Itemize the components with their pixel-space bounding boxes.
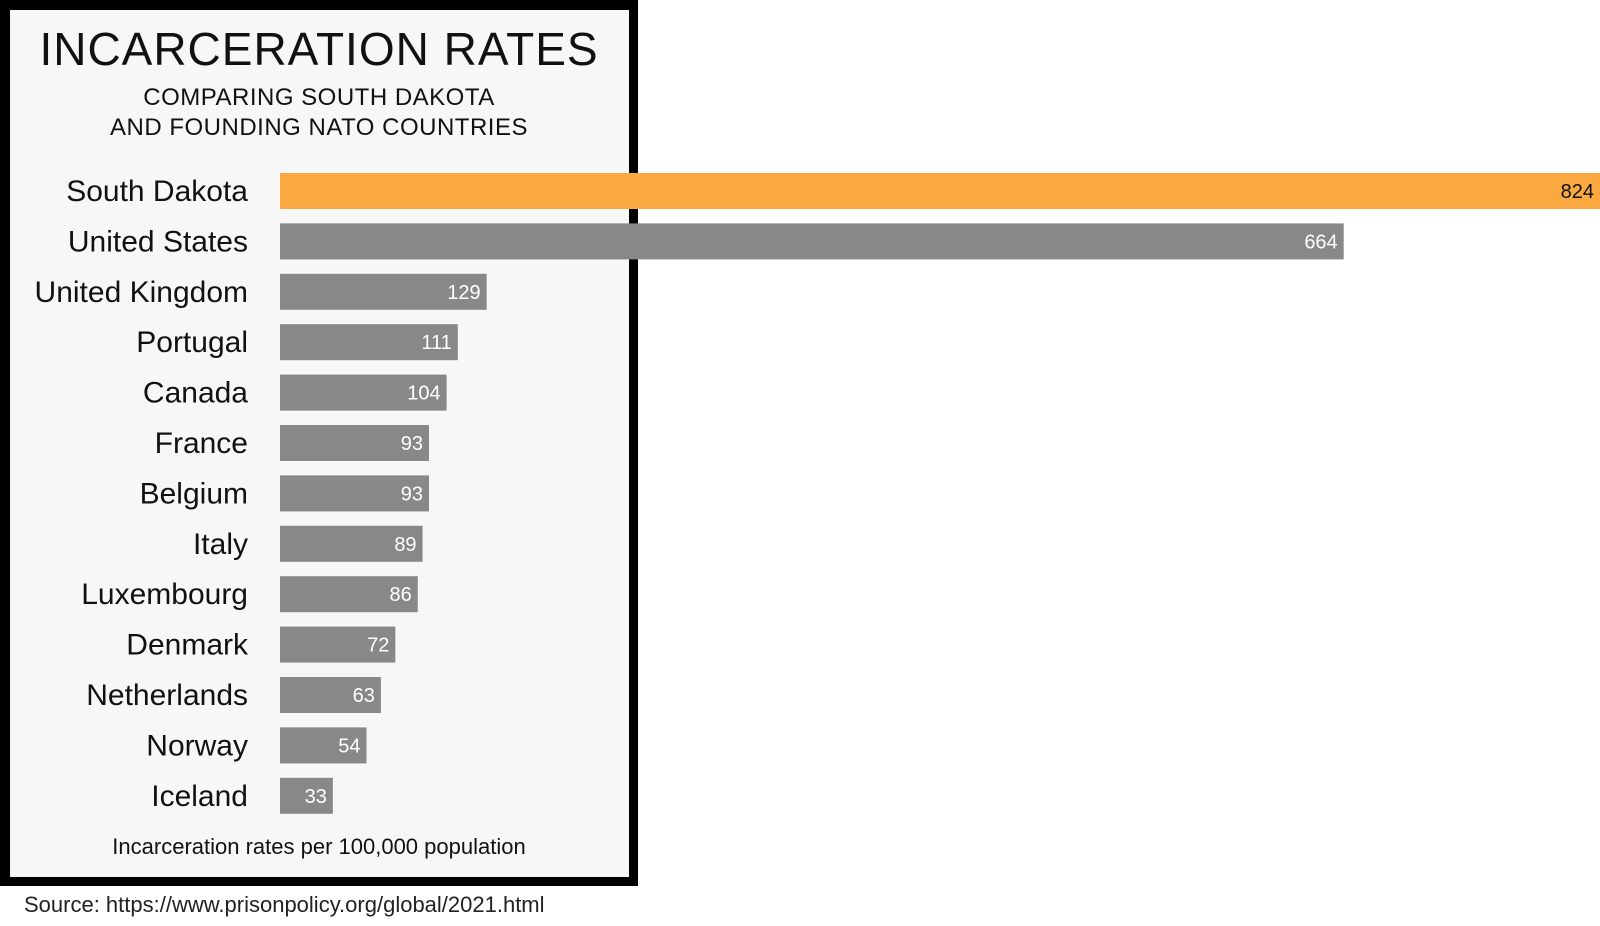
value-label-netherlands: 63 xyxy=(353,685,375,707)
value-label-france: 93 xyxy=(401,433,423,455)
category-label-canada: Canada xyxy=(143,377,248,410)
category-label-belgium: Belgium xyxy=(140,477,248,510)
bar-luxembourg xyxy=(280,576,418,613)
value-label-belgium: 93 xyxy=(401,483,423,505)
x-axis-label: Incarceration rates per 100,000 populati… xyxy=(112,834,526,859)
bar-italy xyxy=(280,525,423,562)
chart-title: INCARCERATION RATES xyxy=(39,23,599,75)
category-label-luxembourg: Luxembourg xyxy=(81,578,248,611)
bar-norway xyxy=(280,727,367,764)
value-label-italy: 89 xyxy=(394,534,416,556)
bar-portugal xyxy=(280,324,458,361)
value-label-canada: 104 xyxy=(407,383,440,405)
value-label-united-states: 664 xyxy=(1304,231,1337,253)
bar-denmark xyxy=(280,626,396,663)
bar-united-states xyxy=(280,223,1344,260)
bar-united-kingdom xyxy=(280,273,487,310)
category-label-norway: Norway xyxy=(146,729,248,762)
category-label-france: France xyxy=(155,427,248,460)
category-label-italy: Italy xyxy=(193,528,248,561)
chart-subtitle-line-2: AND FOUNDING NATO COUNTRIES xyxy=(110,114,528,141)
value-label-united-kingdom: 129 xyxy=(447,282,480,304)
value-label-iceland: 33 xyxy=(305,786,327,808)
value-label-portugal: 111 xyxy=(421,332,451,354)
source-note: Source: https://www.prisonpolicy.org/glo… xyxy=(24,892,545,917)
category-label-united-kingdom: United Kingdom xyxy=(35,276,248,309)
category-label-portugal: Portugal xyxy=(136,326,248,359)
bar-france xyxy=(280,425,429,461)
chart-subtitle-line-1: COMPARING SOUTH DAKOTA xyxy=(143,84,495,111)
value-label-norway: 54 xyxy=(338,735,360,757)
category-label-iceland: Iceland xyxy=(151,780,248,813)
bar-south-dakota xyxy=(280,173,1600,209)
value-label-luxembourg: 86 xyxy=(390,584,412,606)
value-label-denmark: 72 xyxy=(367,635,389,657)
category-label-denmark: Denmark xyxy=(126,629,249,662)
category-label-netherlands: Netherlands xyxy=(86,679,248,712)
category-label-south-dakota: South Dakota xyxy=(66,175,248,208)
value-label-south-dakota: 824 xyxy=(1561,181,1594,203)
category-label-united-states: United States xyxy=(68,225,248,258)
bar-belgium xyxy=(280,475,429,512)
bar-canada xyxy=(280,374,447,411)
bar-iceland xyxy=(280,777,333,814)
bar-netherlands xyxy=(280,677,381,713)
